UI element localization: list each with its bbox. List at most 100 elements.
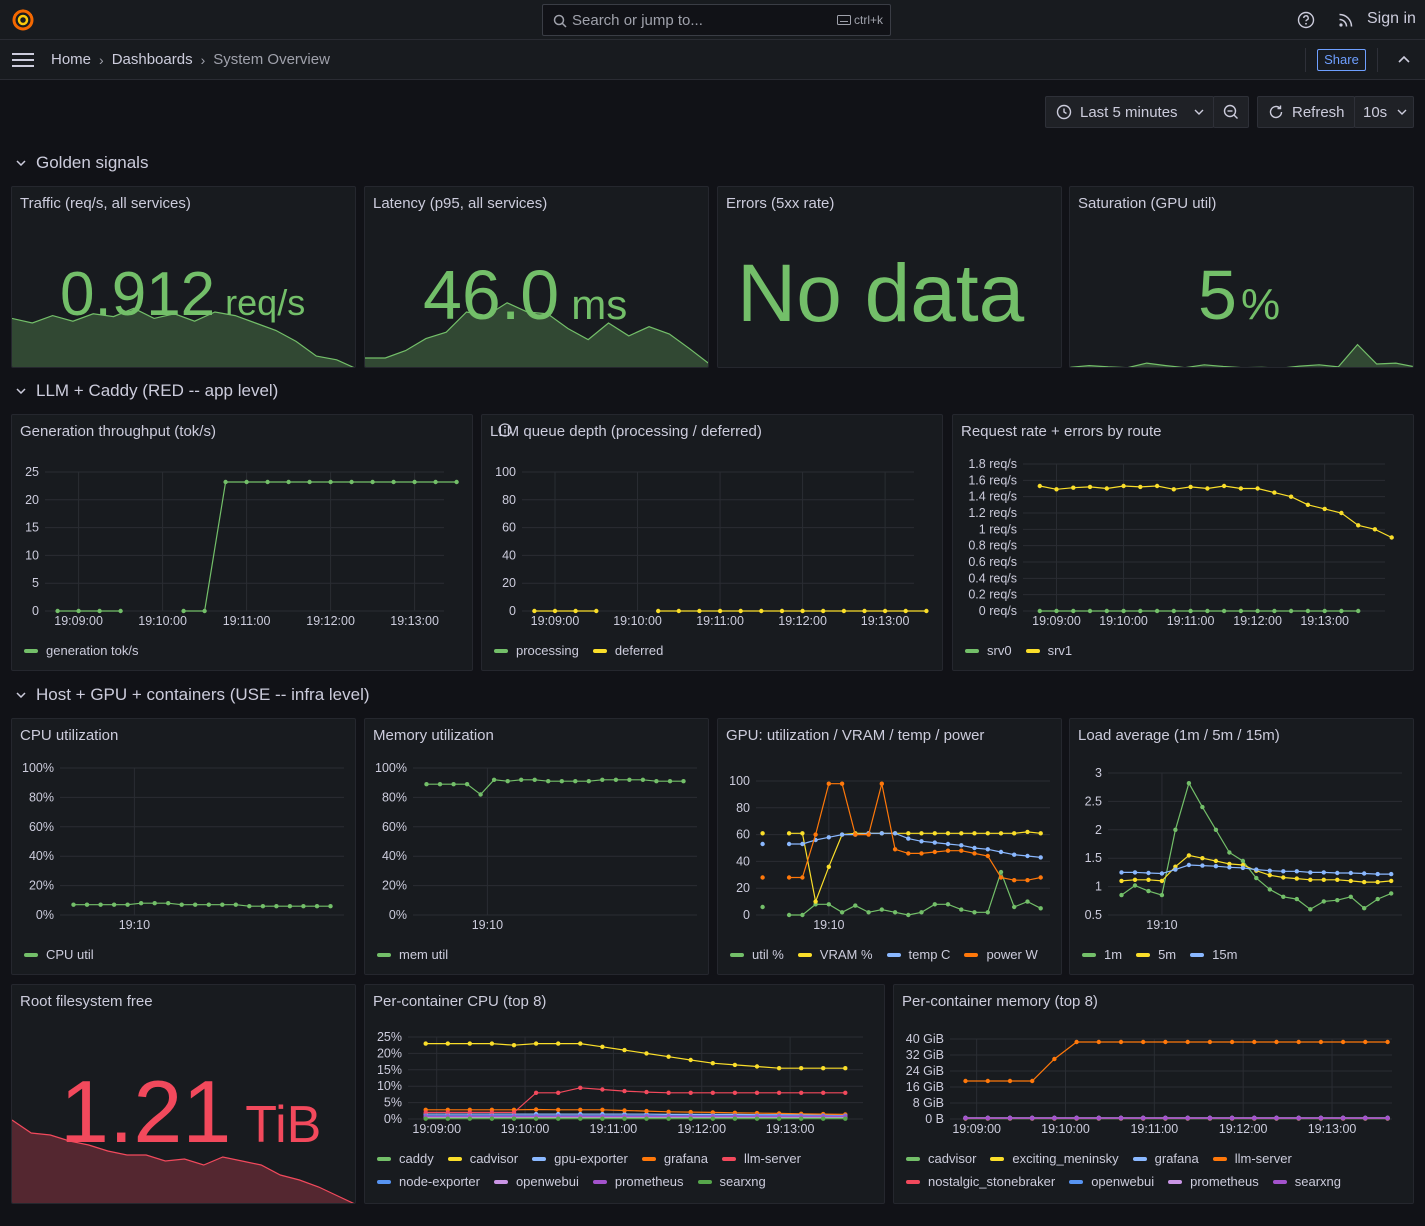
panel-cpu-utilization[interactable]: 0% 20% 40% 60% 80% 100% 19:10 CPU utilization …: [11, 718, 356, 975]
stat-number: 1.21: [60, 1062, 232, 1161]
stat-value: 46.0 ms: [423, 255, 627, 335]
panel-gpu[interactable]: 0 20 40 60 80 100 19:10 GPU: utilization / VRA…: [717, 718, 1062, 975]
share-button[interactable]: Share: [1317, 49, 1366, 71]
legend-item[interactable]: prometheus: [1168, 1174, 1259, 1189]
legend-item[interactable]: srv0: [965, 643, 1012, 658]
legend-item[interactable]: llm-server: [1212, 1151, 1292, 1166]
data-point: [1221, 483, 1227, 489]
panel-generation-throughput[interactable]: 0 5 10 15 20 25 19:09:00 19:10:00 19:11:00 19:12:…: [11, 414, 473, 671]
refresh-button[interactable]: Refresh: [1257, 96, 1355, 128]
refresh-interval-picker[interactable]: 10s: [1354, 96, 1414, 128]
refresh-label: Refresh: [1292, 103, 1345, 121]
time-range-picker[interactable]: Last 5 minutes: [1045, 96, 1214, 128]
x-tick-label: 19:09:00: [412, 1122, 461, 1136]
legend-item[interactable]: nostalgic_stonebraker: [906, 1174, 1055, 1189]
legend-swatch: [1190, 952, 1205, 957]
y-tick-label: 2: [1095, 823, 1102, 837]
data-point: [821, 1066, 826, 1071]
panel-latency[interactable]: Latency (p95, all services) 46.0 ms: [364, 186, 709, 368]
panel-saturation[interactable]: Saturation (GPU util) 5%: [1069, 186, 1414, 368]
panel-memory-utilization[interactable]: 0% 20% 40% 60% 80% 100% 19:10 Memory utilizati…: [364, 718, 709, 975]
data-point: [328, 479, 333, 485]
panel-root-filesystem[interactable]: Root filesystem free 1.21 TiB: [11, 984, 356, 1204]
legend-item[interactable]: exciting_meninsky: [990, 1151, 1119, 1166]
legend-item[interactable]: 5m: [1136, 947, 1176, 962]
data-point: [710, 1116, 715, 1121]
y-tick-label: 60: [736, 828, 750, 842]
row-use[interactable]: Host + GPU + containers (USE -- infra le…: [16, 685, 370, 705]
info-icon[interactable]: [498, 423, 512, 437]
panel-traffic[interactable]: Traffic (req/s, all services) 0.912 req/s: [11, 186, 356, 368]
legend-item[interactable]: 1m: [1082, 947, 1122, 962]
data-point: [710, 1090, 715, 1095]
row-red[interactable]: LLM + Caddy (RED -- app level): [16, 381, 278, 401]
zoom-out-button[interactable]: [1213, 96, 1249, 128]
panel-container-cpu[interactable]: 0% 5% 10% 15% 20% 25% 19:09:00 19:10:00 19:11:00…: [364, 984, 885, 1204]
chevron-down-icon: [1397, 109, 1407, 115]
panel-container-memory[interactable]: 0 B 8 GiB 16 GiB 24 GiB 32 GiB 40 GiB 19:09:00…: [893, 984, 1414, 1204]
y-tick-label: 40: [502, 548, 516, 562]
legend-item[interactable]: searxng: [697, 1174, 766, 1189]
y-tick-label: 80: [502, 493, 516, 507]
data-point: [1305, 608, 1311, 614]
data-point: [688, 1057, 693, 1063]
legend-item[interactable]: cadvisor: [447, 1151, 518, 1166]
legend-item[interactable]: caddy: [377, 1151, 434, 1166]
legend-item[interactable]: processing: [494, 643, 579, 658]
legend-item[interactable]: node-exporter: [377, 1174, 480, 1189]
panel-llm-queue-depth[interactable]: 0 20 40 60 80 100 19:09:00 19:10:00 19:11:00 19:1…: [481, 414, 943, 671]
data-point: [1119, 870, 1124, 875]
legend-item[interactable]: power W: [964, 947, 1038, 962]
data-point: [1159, 878, 1165, 884]
legend-item[interactable]: srv1: [1025, 643, 1072, 658]
search-input[interactable]: Search or jump to... ctrl+k: [542, 4, 891, 36]
legend-item[interactable]: mem util: [377, 947, 448, 962]
menu-icon[interactable]: [12, 53, 34, 67]
legend-item[interactable]: searxng: [1272, 1174, 1341, 1189]
panel-load-average[interactable]: 0.5 1 1.5 2 2.5 3 19:10 Load average (1m / 5m …: [1069, 718, 1414, 975]
legend-item[interactable]: util %: [730, 947, 784, 962]
legend-item[interactable]: gpu-exporter: [532, 1151, 628, 1166]
legend-item[interactable]: VRAM %: [797, 947, 873, 962]
legend-item[interactable]: CPU util: [24, 947, 94, 962]
panel-errors[interactable]: Errors (5xx rate) No data: [717, 186, 1062, 368]
legend-item[interactable]: grafana: [641, 1151, 708, 1166]
breadcrumb-home[interactable]: Home: [51, 51, 92, 68]
legend-item[interactable]: 15m: [1190, 947, 1237, 962]
panel-request-rate[interactable]: 0 req/s 0.2 req/s 0.4 req/s 0.6 req/s 0.8 re…: [952, 414, 1414, 671]
grafana-logo-icon[interactable]: [10, 8, 36, 32]
data-point: [1229, 1116, 1235, 1121]
data-point: [839, 910, 845, 915]
x-tick-label: 19:11:00: [223, 614, 271, 628]
legend-item[interactable]: deferred: [592, 643, 663, 658]
data-point: [786, 912, 792, 918]
help-icon[interactable]: [1297, 11, 1315, 29]
data-point: [892, 910, 898, 915]
y-tick-label: 25: [25, 465, 39, 479]
data-point: [613, 777, 619, 782]
sign-in-link[interactable]: Sign in: [1367, 10, 1416, 27]
legend-item[interactable]: temp C: [886, 947, 950, 962]
sparkline-line: [365, 302, 708, 364]
legend-item[interactable]: prometheus: [592, 1174, 684, 1189]
legend-item[interactable]: cadvisor: [906, 1151, 976, 1166]
legend-item[interactable]: generation tok/s: [24, 643, 139, 658]
data-point: [286, 479, 291, 485]
series-temp-c: [760, 831, 1043, 860]
row-golden-signals[interactable]: Golden signals: [16, 153, 148, 173]
chevron-up-icon[interactable]: [1398, 55, 1410, 63]
legend-label: grafana: [663, 1151, 708, 1166]
breadcrumb-dashboards[interactable]: Dashboards: [111, 51, 193, 68]
data-point: [800, 912, 805, 918]
news-feed-icon[interactable]: [1338, 12, 1354, 28]
legend-item[interactable]: openwebui: [493, 1174, 579, 1189]
y-tick-label: 0 B: [925, 1112, 944, 1126]
legend-item[interactable]: grafana: [1132, 1151, 1199, 1166]
legend-item[interactable]: llm-server: [721, 1151, 801, 1166]
data-point: [1054, 487, 1059, 492]
legend-item[interactable]: openwebui: [1069, 1174, 1154, 1189]
data-point: [1038, 875, 1043, 880]
data-point: [1274, 1039, 1279, 1045]
data-point: [786, 841, 792, 847]
data-point: [1030, 1078, 1035, 1084]
